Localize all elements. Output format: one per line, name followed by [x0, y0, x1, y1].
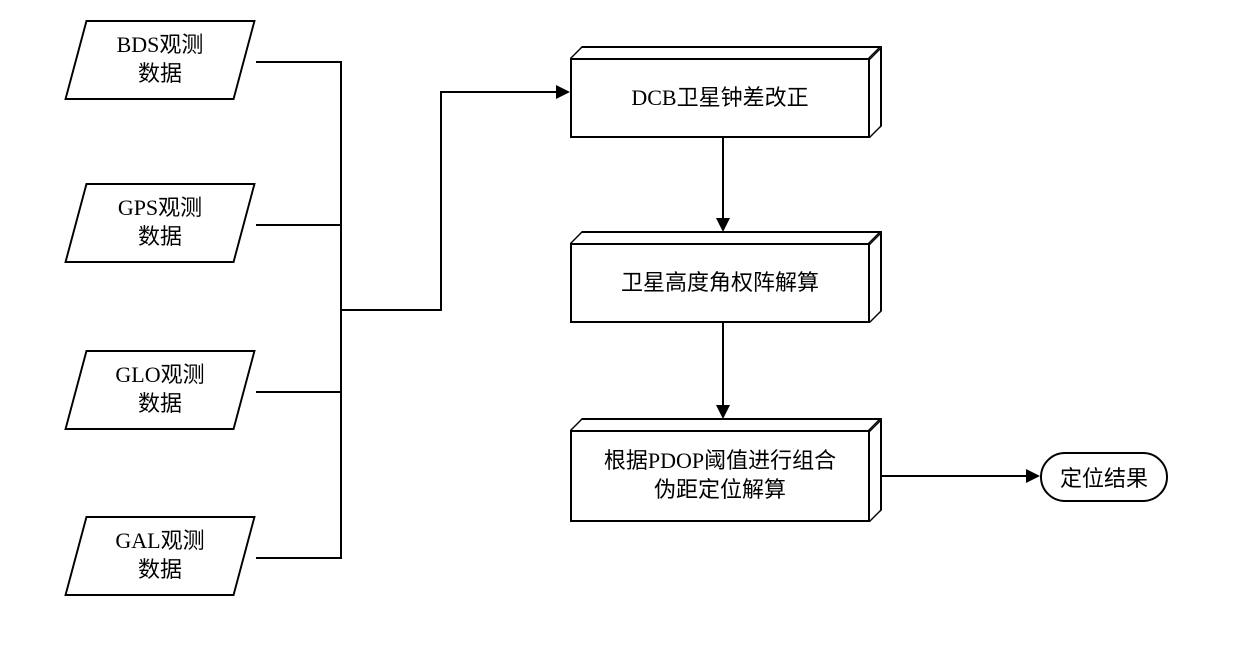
arrow-icon — [716, 405, 730, 419]
connector-vertical-arrow — [722, 323, 724, 405]
arrow-icon — [716, 218, 730, 232]
input-gal-label: GAL观测数据 — [77, 518, 243, 594]
connector-to-process — [440, 91, 556, 93]
result-label: 定位结果 — [1060, 461, 1148, 493]
process-elevation-label: 卫星高度角权阵解算 — [570, 243, 870, 323]
result-terminator: 定位结果 — [1040, 452, 1168, 502]
connector-to-result — [882, 475, 1026, 477]
connector-line — [256, 557, 340, 559]
process-pdop-label: 根据PDOP阈值进行组合伪距定位解算 — [570, 430, 870, 522]
input-gps-label: GPS观测数据 — [77, 185, 243, 261]
process-pdop: 根据PDOP阈值进行组合伪距定位解算 — [570, 430, 870, 522]
connector-merge — [340, 309, 440, 311]
flowchart-canvas: BDS观测数据 GPS观测数据 GLO观测数据 GAL观测数据 DCB卫星钟差改… — [0, 0, 1240, 664]
input-bds: BDS观测数据 — [64, 20, 255, 100]
process-dcb-label: DCB卫星钟差改正 — [570, 58, 870, 138]
process-dcb: DCB卫星钟差改正 — [570, 58, 870, 138]
connector-line — [256, 61, 340, 63]
arrow-icon — [1026, 469, 1040, 483]
process-elevation: 卫星高度角权阵解算 — [570, 243, 870, 323]
input-gal: GAL观测数据 — [64, 516, 255, 596]
input-glo: GLO观测数据 — [64, 350, 255, 430]
input-bds-label: BDS观测数据 — [77, 22, 243, 98]
connector-up — [440, 91, 442, 311]
connector-line — [256, 391, 340, 393]
input-glo-label: GLO观测数据 — [77, 352, 243, 428]
input-gps: GPS观测数据 — [64, 183, 255, 263]
arrow-icon — [556, 85, 570, 99]
connector-vertical-arrow — [722, 138, 724, 218]
connector-line — [256, 224, 340, 226]
